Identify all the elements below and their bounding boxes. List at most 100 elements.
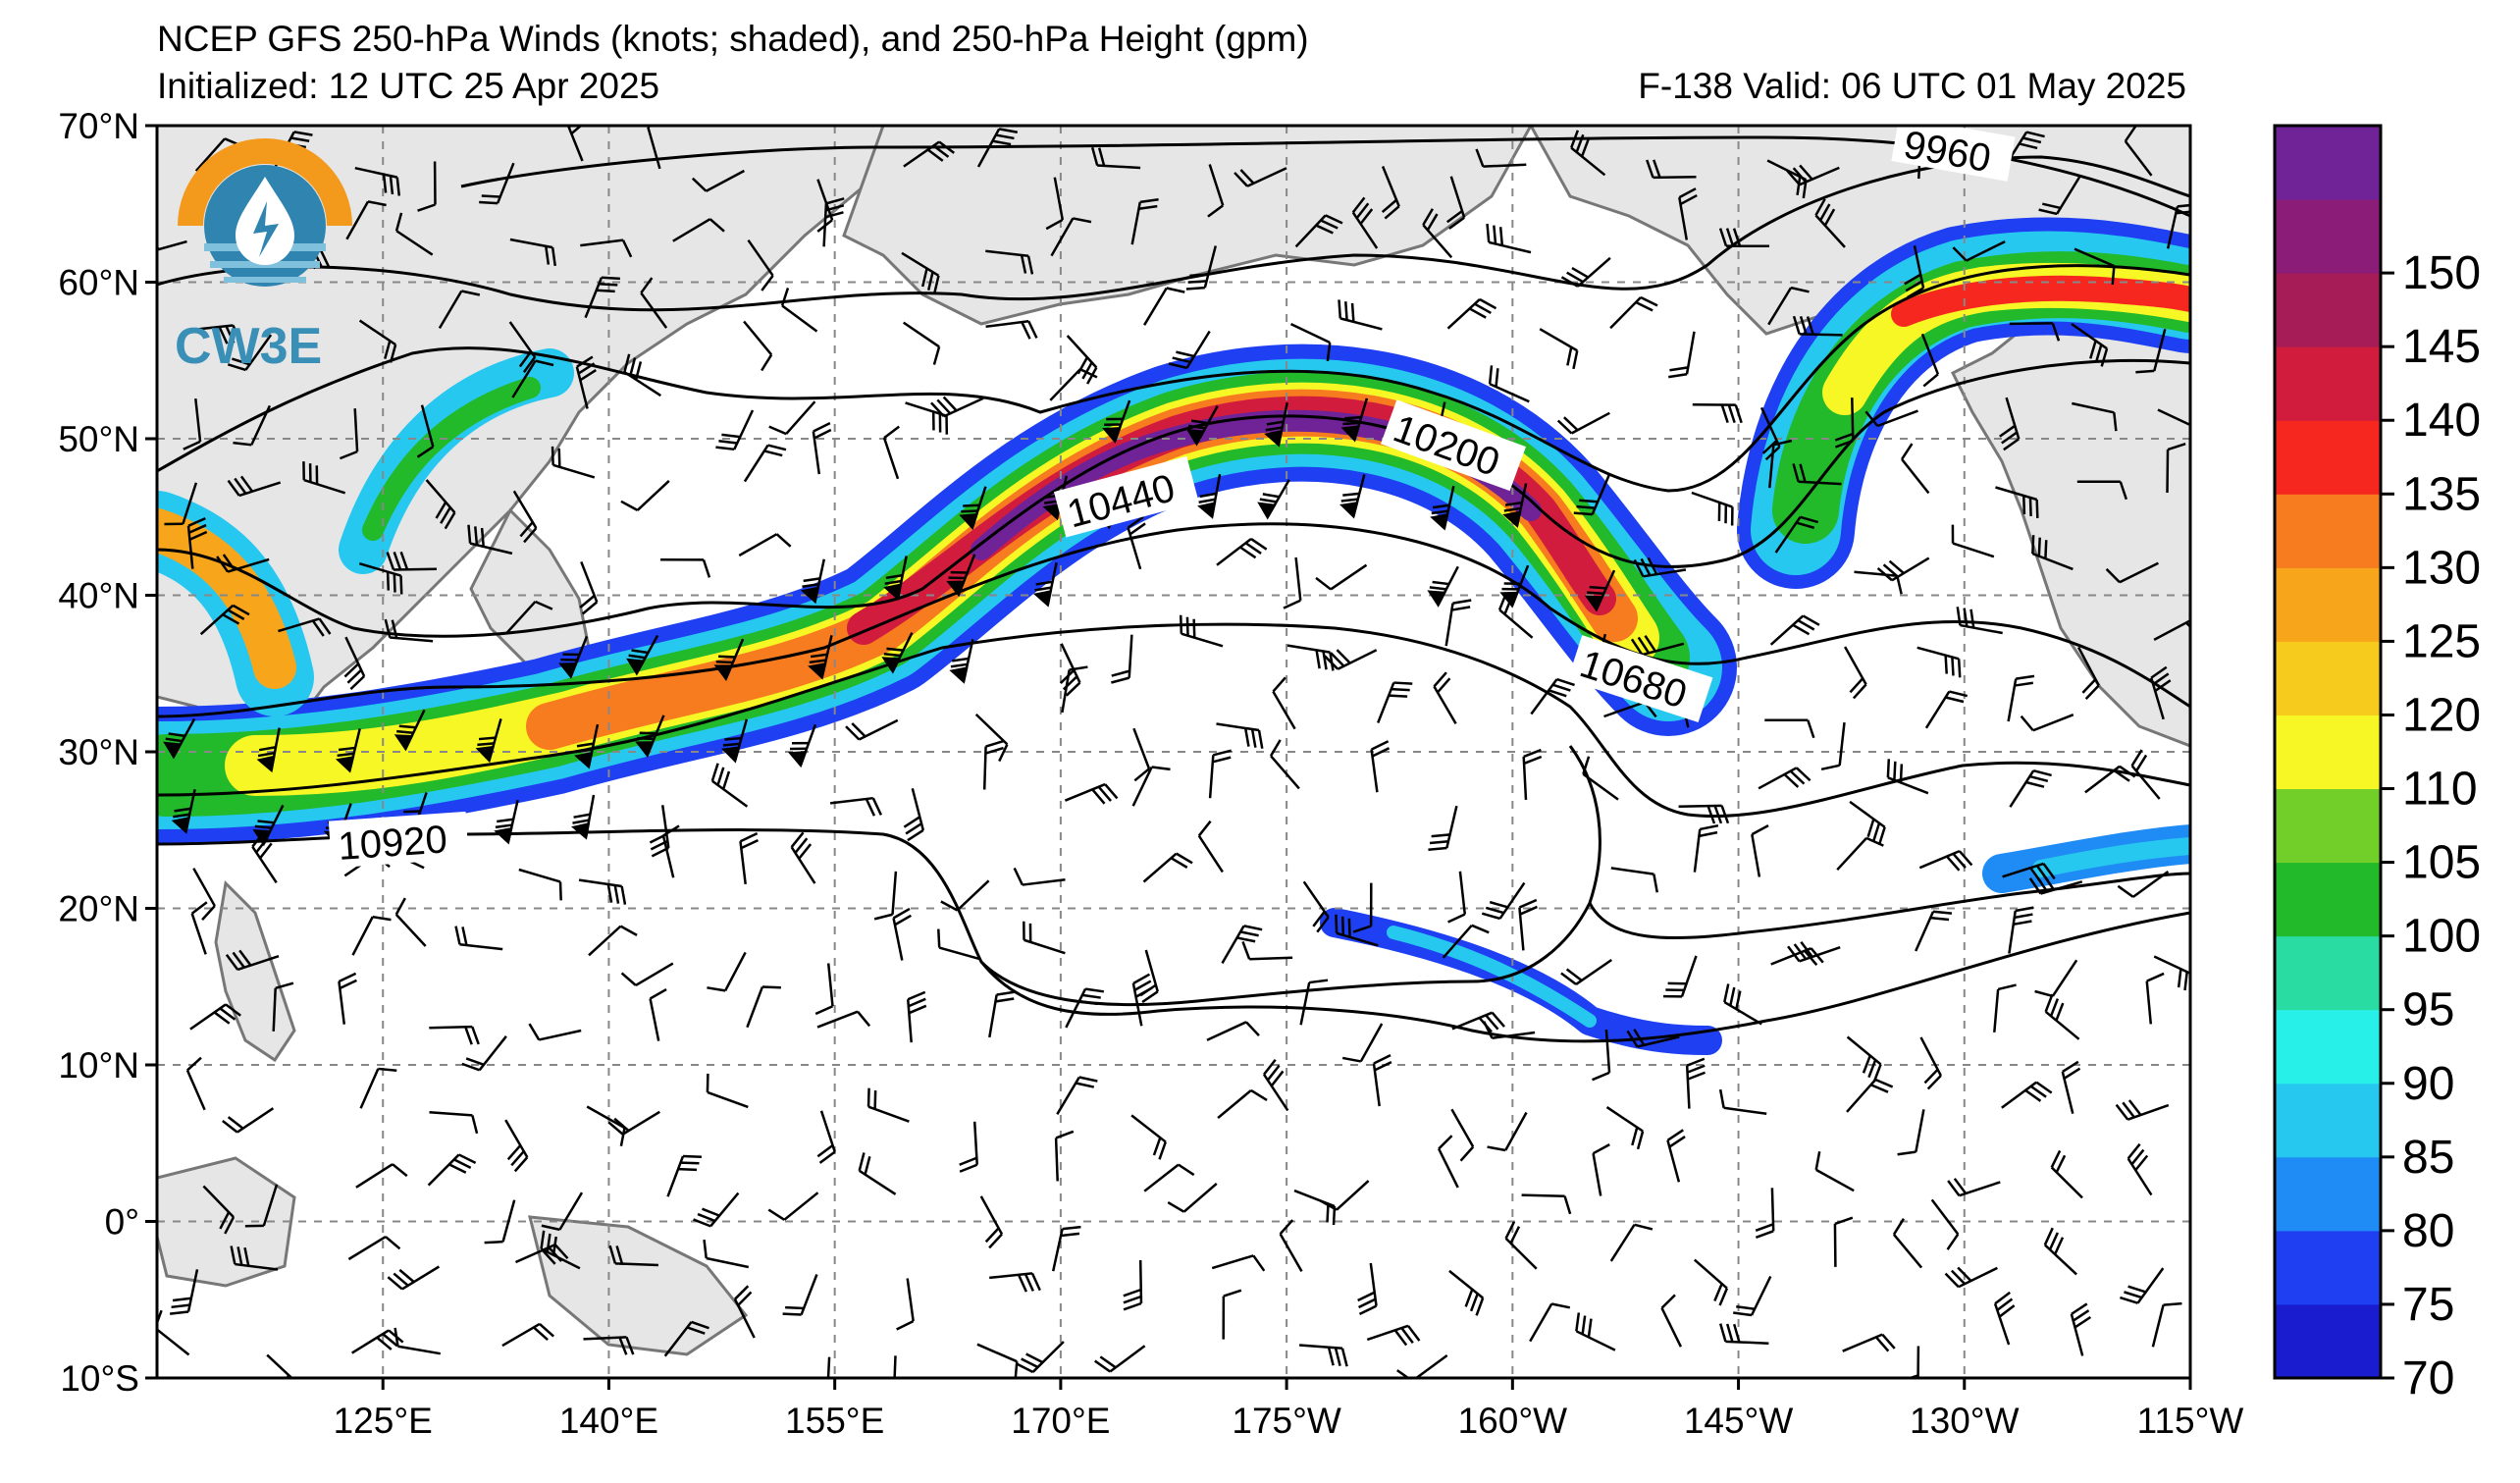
wind-barb [1366,1324,1421,1347]
wind-barb [1691,491,1734,526]
wind-barb [1920,333,1940,388]
wind-barb [1483,1021,1536,1039]
wind-barb [1211,1254,1266,1272]
wind-barb [394,1327,442,1355]
lat-tick-label: 10°S [60,1358,139,1399]
wind-barb [1272,676,1296,730]
wind-barb [1886,759,1929,795]
wind-barb [1575,1312,1616,1351]
wind-barb [733,1285,756,1339]
wind-barb [1370,740,1391,793]
contour-label-10920: 10920 [337,818,448,869]
colorbar-label: 150 [2402,247,2481,299]
wind-barb [2076,646,2100,700]
wind-barb [940,879,990,912]
wind-barb [1064,782,1119,805]
wind-barb [979,1195,1004,1249]
wind-barb [1626,1029,1680,1048]
wind-barb [903,787,925,842]
colorbar-segment [2275,862,2381,937]
wind-barb [425,479,456,530]
wind-barb [272,981,294,1032]
colorbar-segment [2275,788,2381,864]
colorbar-segment [2275,1083,2381,1158]
wind-barb [1539,328,1579,370]
wind-barb [1294,214,1343,248]
colorbar-segment [2275,935,2381,1011]
wind-barb [608,1245,658,1267]
wind-barb [1904,245,1925,299]
wind-barb [1488,365,1530,403]
wind-barb [1289,322,1332,362]
wind-barb [2043,1227,2077,1276]
wind-barb [747,238,774,291]
wind-barb [1216,722,1264,749]
wind-barb [1045,177,1065,231]
colorbar-segment [2275,199,2381,274]
wind-barb [1197,820,1224,874]
wind-barb [512,490,538,544]
lon-tick-label: 125°E [334,1401,433,1441]
wind-barb [746,985,781,1029]
wind-barb [661,824,680,878]
lat-tick-label: 0° [105,1202,139,1243]
colorbar-segment [2275,273,2381,347]
wind-barb [1718,1323,1769,1345]
wind-barb [1216,538,1268,566]
wind-barb [707,951,747,992]
wind-barb [1061,665,1088,714]
wind-barb [1065,987,1105,1029]
wind-barb [580,238,633,258]
wind-barb [959,486,987,531]
wind-barb [1352,882,1373,933]
wind-barb [564,126,587,162]
wind-barb [1892,1218,1923,1269]
wind-barb [672,218,725,242]
wind-barb [1324,649,1378,670]
lon-tick-label: 115°W [2137,1401,2244,1441]
lon-tick-label: 175°W [1232,1401,1341,1441]
initialized-time: Initialized: 12 UTC 25 Apr 2025 [157,66,660,106]
wind-barb [2151,1301,2182,1348]
wind-barb [2105,561,2159,584]
colorbar-segment [2275,1009,2381,1085]
wind-barb [2061,1060,2081,1114]
wind-barb [1130,1114,1167,1160]
wind-barb [666,1154,702,1197]
wind-barb [989,1272,1041,1293]
wind-barb [620,962,674,987]
wind-barb [1993,1291,2016,1346]
wind-barb [1692,403,1743,424]
wind-barb [1764,718,1815,739]
wind-barb [256,727,281,773]
wind-barb [1143,1163,1195,1192]
wind-barb [501,1322,554,1348]
wind-barb [1646,159,1697,180]
wind-barb [1560,256,1611,288]
wind-barb [1666,1129,1686,1183]
wind-barb [659,557,711,578]
wind-barb [907,990,927,1043]
wind-barb [1130,198,1159,245]
wind-barb [588,925,638,957]
wind-barb [1849,800,1886,846]
wind-barb [1693,823,1719,873]
wind-barb [1206,1021,1260,1041]
wind-barb [186,516,208,569]
valid-time: F-138 Valid: 06 UTC 01 May 2025 [1638,66,2186,106]
wind-barb [1529,1302,1571,1343]
wind-barb [2071,322,2109,367]
wind-barb [1446,297,1497,330]
wind-barb [185,1056,206,1111]
wind-barb [1846,1035,1882,1083]
wind-barb [190,901,208,955]
wind-barb [959,1121,978,1173]
wind-barb [649,987,667,1041]
wind-barb [1262,1059,1289,1112]
wind-barb [202,1185,236,1235]
wind-barb [1718,228,1770,248]
wind-barb [930,396,984,418]
wind-barb [1185,404,1219,447]
wind-barb [1755,1188,1775,1239]
